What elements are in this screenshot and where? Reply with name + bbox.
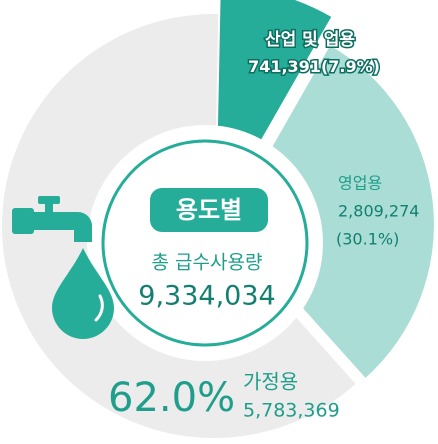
slice-label: 가정용: [243, 370, 298, 394]
slice-label: 산업 및 업용: [265, 30, 355, 50]
value-label: 741,391: [248, 57, 321, 76]
value-label: 2,809,274: [338, 202, 419, 221]
percent-label: 62.0%: [108, 375, 235, 421]
pie-slice: [227, 45, 434, 378]
center-badge: [150, 188, 268, 232]
percent-label: (7.9%): [321, 57, 380, 76]
center-label: 총 급수사용량: [152, 252, 263, 274]
center-title: 용도별: [176, 196, 242, 224]
center-ring: [101, 139, 309, 347]
drop-highlight: [94, 294, 104, 322]
slice-label: 영업용: [338, 174, 382, 193]
percent-label: (30.1%): [336, 230, 399, 249]
value-label: 5,783,369: [243, 400, 340, 422]
total: 9,334,034: [138, 281, 275, 312]
slice-value: 741,391(7.9%): [248, 57, 380, 76]
